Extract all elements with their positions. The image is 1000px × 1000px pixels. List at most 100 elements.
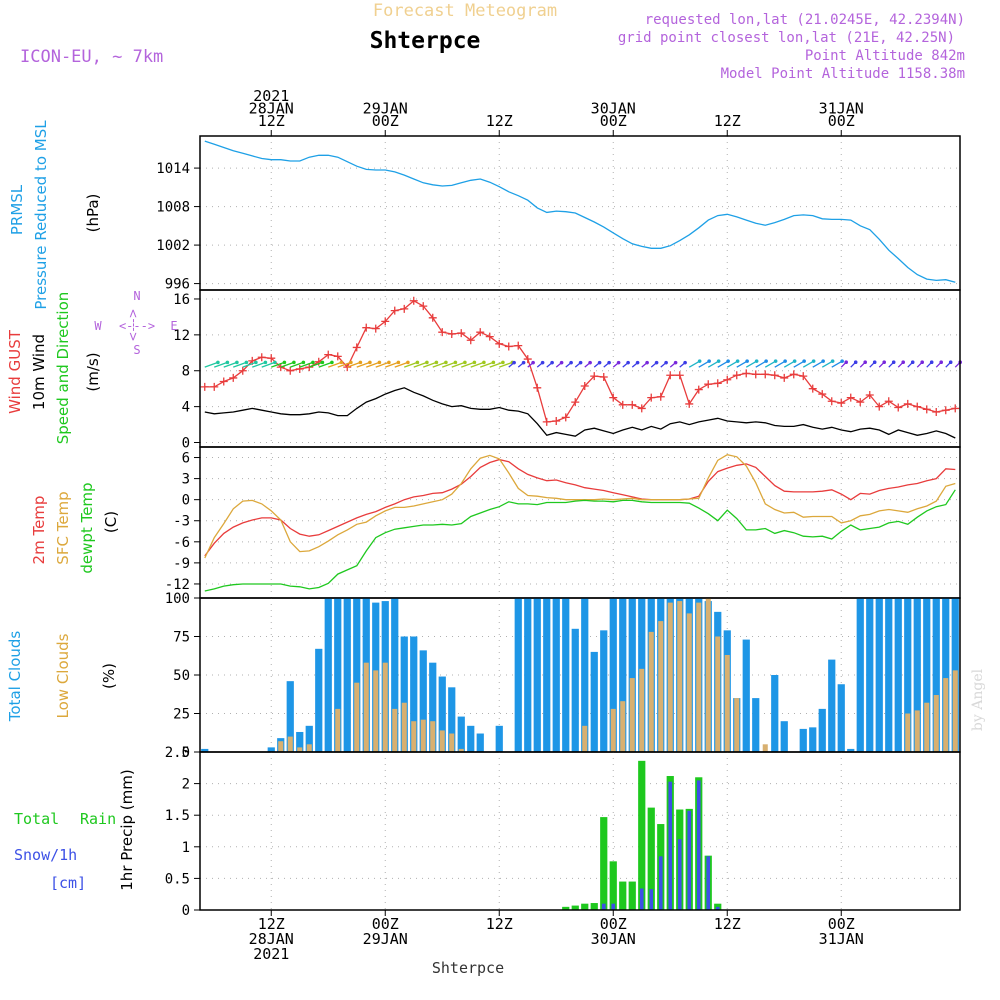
model-label: ICON-EU, ~ 7km (20, 47, 163, 67)
bar-total-clouds (334, 598, 342, 752)
bar-total-clouds (780, 721, 788, 752)
bottom-time-label: 00Z (600, 915, 627, 933)
gust-marker (371, 324, 380, 333)
bar-low-clouds (639, 668, 645, 752)
wind-direction-arrow (356, 361, 371, 368)
y-tick-label: 6 (182, 451, 190, 467)
bar-low-clouds (724, 654, 730, 752)
wind-direction-arrowhead (453, 360, 458, 365)
wind-direction-arrowhead (597, 360, 602, 365)
bar-rain (562, 906, 570, 910)
bar-total-clouds (894, 598, 902, 752)
gust-marker (751, 370, 760, 379)
wind-direction-arrow (793, 360, 805, 368)
wind-direction-arrow (489, 361, 504, 368)
bar-low-clouds (392, 708, 398, 752)
speed-direction-label: Speed and Direction (54, 292, 72, 445)
bar-total-clouds (201, 748, 209, 752)
gust-marker (476, 328, 485, 337)
gust-marker (457, 329, 466, 338)
bar-total-clouds (581, 598, 589, 752)
bar-rain (619, 881, 627, 910)
wind-direction-arrowhead (754, 359, 759, 363)
wind-direction-arrow (717, 360, 729, 368)
sfc-temp-label: SFC Temp (54, 491, 72, 564)
bar-total-clouds (923, 598, 931, 752)
bar-total-clouds (875, 598, 883, 752)
bar-total-clouds (410, 636, 418, 752)
wind-direction-arrow (480, 361, 494, 368)
total-clouds-label: Total Clouds (6, 631, 24, 723)
bar-low-clouds (648, 631, 654, 752)
wind-direction-arrowhead (707, 359, 711, 363)
wind-direction-arrowhead (811, 359, 816, 363)
wind-direction-arrowhead (872, 360, 877, 365)
wind-direction-arrowhead (569, 360, 573, 365)
gust-marker (903, 399, 912, 408)
bar-total-clouds (391, 598, 399, 752)
wind-direction-arrowhead (550, 360, 554, 365)
y-tick-label: 1008 (156, 200, 190, 216)
y-tick-label: 1002 (156, 238, 190, 254)
wind-direction-arrow (413, 361, 428, 368)
gust-marker (932, 408, 941, 417)
bar-low-clouds (667, 602, 673, 752)
wind-direction-arrowhead (531, 360, 535, 365)
bar-low-clouds (952, 670, 958, 752)
gust-marker (362, 323, 371, 332)
wind-direction-arrow (812, 360, 824, 368)
bar-low-clouds (411, 721, 417, 752)
wind-direction-arrowhead (415, 360, 420, 365)
bottom-time-label: 31JAN (819, 930, 864, 948)
bar-total-clouds (885, 598, 893, 752)
y-tick-label: 0 (182, 436, 190, 452)
bar-total-clouds (619, 598, 627, 752)
bar-low-clouds (734, 698, 740, 752)
wind-direction-arrowhead (920, 360, 924, 365)
gust-marker (599, 373, 608, 382)
bottom-time-label: 00Z (828, 915, 855, 933)
bar-snow-1h (601, 903, 606, 910)
bar-total-clouds (752, 698, 760, 752)
bottom-time-label: 30JAN (591, 930, 636, 948)
gust-marker (533, 383, 542, 392)
wind-direction-arrowhead (726, 359, 730, 363)
gust-marker (789, 370, 798, 379)
panel-precip: 0 0.5 1 1.5 2 2.5 (165, 745, 961, 919)
bar-total-clouds (296, 731, 304, 752)
wind-direction-arrowhead (235, 360, 239, 365)
bar-total-clouds (286, 681, 294, 752)
bar-total-clouds (609, 598, 617, 752)
wind-direction-arrowhead (588, 360, 592, 365)
wind-direction-arrowhead (697, 359, 702, 363)
bottom-time-label: 12Z (258, 915, 285, 933)
top-time-label: 29JAN (363, 100, 408, 118)
wind-direction-arrowhead (434, 360, 439, 365)
bar-low-clouds (705, 598, 711, 752)
precip-snow-unit: [cm] (50, 874, 86, 892)
bar-total-clouds (343, 598, 351, 752)
gust-marker (837, 399, 846, 408)
wind-direction-arrow (404, 361, 418, 368)
gust-marker (523, 355, 532, 364)
bar-snow-1h (658, 856, 663, 910)
clouds-unit: (%) (100, 663, 118, 689)
bar-snow-1h (706, 856, 711, 910)
wind-direction-arrowhead (358, 360, 363, 365)
bar-low-clouds (914, 710, 920, 752)
bottom-time-label: 00Z (372, 915, 399, 933)
bottom-time-label: 28JAN (249, 930, 294, 948)
bar-total-clouds (514, 598, 522, 752)
compass-s: S (133, 343, 140, 357)
prmsl-sublabel: Pressure Reduced to MSL (32, 120, 50, 310)
y-tick-label: 2 (182, 777, 190, 793)
gust-marker (704, 380, 713, 389)
precip-rain-label: Rain (80, 810, 116, 828)
bar-rain (600, 817, 608, 910)
bar-low-clouds (924, 702, 930, 752)
wind-direction-arrowhead (802, 359, 806, 363)
wind-direction-arrowhead (645, 360, 649, 365)
y-tick-label: 0 (182, 745, 190, 761)
bar-low-clouds (401, 702, 407, 752)
bottom-time-label: 2021 (253, 945, 289, 963)
